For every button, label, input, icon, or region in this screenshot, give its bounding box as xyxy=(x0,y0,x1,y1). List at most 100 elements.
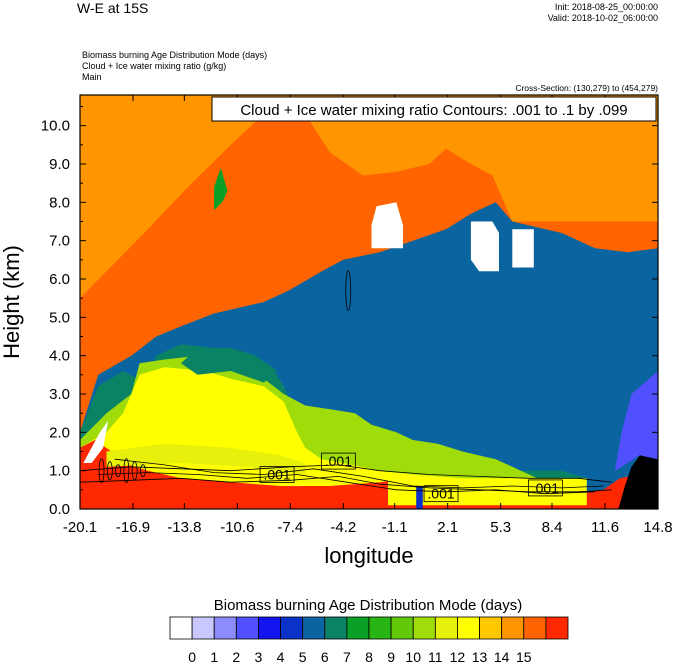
colorbar-label: 12 xyxy=(450,649,466,665)
y-tick-label: 9.0 xyxy=(49,156,70,173)
axes: -20.1 -16.9 -13.8 -10.6 -7.4 -4.2 -1.1 2.1 5.3 8.… xyxy=(0,95,673,568)
y-tick-label: 6.0 xyxy=(49,271,70,288)
contour-label-box xyxy=(527,479,563,497)
contour-ring xyxy=(123,458,130,484)
colorbar-swatch xyxy=(523,616,547,640)
colorbar-label: 15 xyxy=(516,649,532,665)
x-tick-label: -4.2 xyxy=(330,519,356,536)
contour-label: .001 xyxy=(427,486,454,502)
contour-label-box xyxy=(423,485,459,503)
contour-ring xyxy=(98,458,105,484)
colorbar-label: 1 xyxy=(210,649,218,665)
contour-line xyxy=(114,458,604,489)
x-tick-label: 14.8 xyxy=(643,519,672,536)
colorbar-swatch xyxy=(434,616,458,640)
x-tick-label: 11.6 xyxy=(591,519,619,536)
plot-frame xyxy=(79,94,659,510)
region-yellow-cloud-layer xyxy=(106,443,306,475)
region-blue-column xyxy=(416,486,423,509)
contour-line xyxy=(98,472,596,495)
contour-label: .001 xyxy=(325,453,352,469)
colorbar-swatch xyxy=(501,616,525,640)
contour-label: .001 xyxy=(532,480,559,496)
colorbar-label: 13 xyxy=(472,649,488,665)
colorbar-label: 5 xyxy=(299,649,307,665)
colorbar-swatch xyxy=(545,616,569,640)
colorbar-swatch xyxy=(169,616,193,640)
x-axis-label: longitude xyxy=(324,543,413,568)
colorbar-title: Biomass burning Age Distribution Mode (d… xyxy=(214,597,522,614)
colorbar-swatch xyxy=(191,616,215,640)
colorbar-swatch xyxy=(479,616,503,640)
plot-title: W-E at 15S xyxy=(77,0,149,16)
colorbar-label: 4 xyxy=(277,649,285,665)
colorbar-swatch xyxy=(213,616,237,640)
region-green-spot-2 xyxy=(181,348,278,383)
y-tick-label: 2.0 xyxy=(49,424,70,441)
colorbar-swatch xyxy=(302,616,326,640)
colorbar-swatch xyxy=(412,616,436,640)
colorbar-label: 7 xyxy=(343,649,351,665)
colorbar-swatch xyxy=(324,616,348,640)
y-tick-label: 4.0 xyxy=(49,348,70,365)
colorbar-label: 3 xyxy=(255,649,263,665)
x-tick-label: 8.4 xyxy=(542,519,563,536)
contour-label: .001 xyxy=(263,467,290,483)
colorbar-swatch xyxy=(368,616,392,640)
colorbar-label: 0 xyxy=(188,649,196,665)
contour-line xyxy=(80,464,612,483)
contour-ring xyxy=(345,270,352,311)
region-clean-gap-1 xyxy=(371,202,403,249)
colorbar-label: 14 xyxy=(494,649,510,665)
contour-line xyxy=(80,475,612,493)
fill-variable-desc: Biomass burning Age Distribution Mode (d… xyxy=(82,50,268,60)
y-tick-label: 5.0 xyxy=(49,309,70,326)
y-tick-label: 0.0 xyxy=(49,501,70,518)
contour-label-box xyxy=(259,466,295,483)
x-tick-label: 5.3 xyxy=(490,519,511,536)
x-tick-label: -7.4 xyxy=(277,519,303,536)
colorbar-label: 2 xyxy=(232,649,240,665)
contour-label-box xyxy=(320,452,356,470)
init-time: Init: 2018-08-25_00:00:00 xyxy=(554,2,658,12)
y-tick-label: 1.0 xyxy=(49,463,70,480)
contour-ring xyxy=(106,461,113,481)
region-white-patch xyxy=(83,420,109,463)
y-tick-label: 8.0 xyxy=(49,194,70,211)
contour-variable-desc: Cloud + Ice water mixing ratio (g/kg) xyxy=(82,61,227,71)
contour-info-title: Cloud + Ice water mixing ratio Contours:… xyxy=(240,102,627,119)
colorbar: Biomass burning Age Distribution Mode (d… xyxy=(169,597,569,665)
colorbar-swatch xyxy=(235,616,259,640)
colorbar-swatch xyxy=(457,616,480,640)
colorbar-swatch xyxy=(390,616,414,640)
region-terrain-mask xyxy=(618,455,658,509)
region-clean-gap-2 xyxy=(470,221,499,272)
cross-section-label: Cross-Section: (130,279) to (454,279) xyxy=(515,83,658,93)
domain-desc: Main xyxy=(82,72,102,82)
valid-time: Valid: 2018-10-02_06:00:00 xyxy=(547,13,658,23)
colorbar-swatch xyxy=(346,616,370,640)
cloud-contours: .001 .001 .001 .001 xyxy=(80,270,612,503)
contour-info-box xyxy=(211,96,657,122)
y-tick-label: 10.0 xyxy=(41,118,70,135)
colorbar-label: 10 xyxy=(405,649,421,665)
x-tick-label: -13.8 xyxy=(167,519,201,536)
x-tick-label: -20.1 xyxy=(63,519,97,536)
contour-ring xyxy=(115,464,121,478)
contour-ring xyxy=(131,461,138,481)
colorbar-label: 9 xyxy=(387,649,395,665)
x-tick-label: -1.1 xyxy=(382,519,408,536)
age-field xyxy=(80,95,658,509)
y-tick-label: 3.0 xyxy=(49,386,70,403)
region-yellow-surface-gap xyxy=(388,478,587,506)
colorbar-swatch xyxy=(258,616,281,640)
x-tick-label: -16.9 xyxy=(116,519,150,536)
x-tick-label: -10.6 xyxy=(220,519,254,536)
colorbar-swatch xyxy=(280,616,304,640)
colorbar-label: 11 xyxy=(428,649,443,665)
y-axis-label: Height (km) xyxy=(0,245,24,359)
x-tick-label: 2.1 xyxy=(437,519,458,536)
colorbar-label: 8 xyxy=(365,649,373,665)
y-tick-label: 7.0 xyxy=(49,233,70,250)
